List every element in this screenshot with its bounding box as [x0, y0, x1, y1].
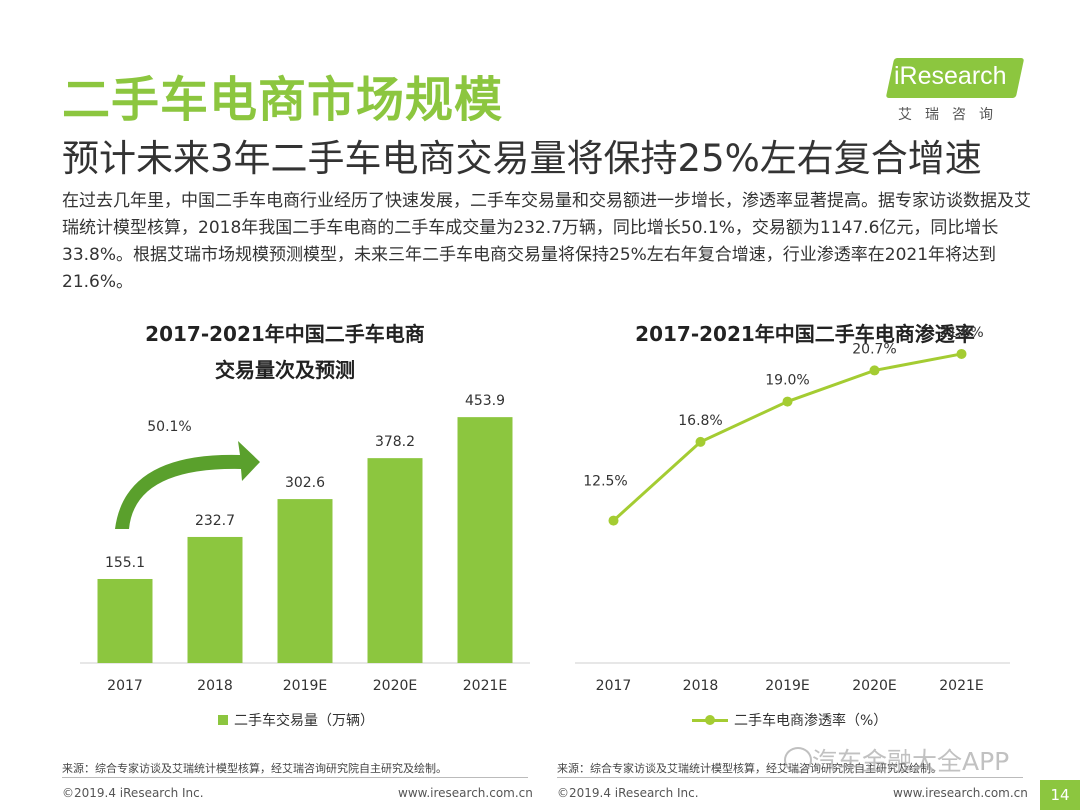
- bar-2020E: [367, 458, 423, 663]
- growth-arrow-icon: [115, 440, 260, 529]
- line-value-label: 20.7%: [852, 341, 896, 357]
- bar-tick-label: 2019E: [283, 678, 327, 694]
- bar-value-label: 378.2: [375, 434, 415, 450]
- bar-2018: [187, 536, 243, 663]
- line-chart: 12.5% 2017 16.8% 2018 19.0% 2019E 20.7% 2020E 21…: [575, 325, 1010, 694]
- page-subtitle: 预计未来3年二手车电商交易量将保持25%左右复合增速: [62, 137, 982, 180]
- divider-right: [557, 777, 1023, 778]
- line-value-label: 21.6%: [939, 325, 983, 341]
- bar-2021E: [457, 417, 513, 663]
- line-legend: 二手车电商渗透率（%）: [692, 710, 887, 730]
- line-tick-label: 2021E: [939, 678, 983, 694]
- wechat-icon: [784, 747, 812, 773]
- line-chart-title: 2017-2021年中国二手车电商渗透率: [635, 322, 975, 346]
- line-point-2018: [695, 436, 706, 447]
- line-tick-label: 2017: [596, 678, 632, 694]
- bar-chart-title-line2: 交易量次及预测: [215, 358, 355, 382]
- source-note-right: 来源：综合专家访谈及艾瑞统计模型核算，经艾瑞咨询研究院自主研究及绘制。: [557, 762, 942, 775]
- divider-left: [62, 777, 528, 778]
- line-point-2021E: [956, 348, 967, 359]
- copyright-right: ©2019.4 iResearch Inc.: [557, 786, 699, 800]
- bar-legend-swatch: [218, 715, 228, 725]
- bar-value-label: 232.7: [195, 513, 235, 529]
- line-point-2017: [608, 515, 619, 526]
- growth-annotation: 50.1%: [147, 419, 191, 435]
- line-tick-label: 2019E: [765, 678, 809, 694]
- iresearch-logo: iResearch 艾瑞咨询: [885, 58, 1030, 128]
- bar-value-label: 302.6: [285, 475, 325, 491]
- bar-tick-label: 2020E: [373, 678, 417, 694]
- bar-legend: 二手车交易量（万辆）: [218, 710, 374, 730]
- copyright-left: ©2019.4 iResearch Inc.: [62, 786, 204, 800]
- line-tick-label: 2020E: [852, 678, 896, 694]
- line-tick-label: 2018: [683, 678, 719, 694]
- line-value-label: 12.5%: [583, 474, 627, 490]
- logo-word: iResearch: [894, 62, 1007, 90]
- page-number: 14: [1040, 780, 1080, 810]
- line-point-2019E: [782, 396, 793, 407]
- bar-tick-label: 2017: [107, 678, 143, 694]
- url-left: www.iresearch.com.cn: [398, 786, 533, 800]
- line-point-2020E: [869, 365, 880, 376]
- logo-subtitle: 艾瑞咨询: [898, 107, 1006, 123]
- bar-value-label: 453.9: [465, 393, 505, 409]
- bar-value-label: 155.1: [105, 555, 145, 571]
- bar-2017: [97, 578, 153, 663]
- page-title: 二手车电商市场规模: [62, 72, 504, 128]
- summary-paragraph: 在过去几年里，中国二手车电商行业经历了快速发展，二手车交易量和交易额进一步增长，…: [62, 191, 1031, 292]
- url-right: www.iresearch.com.cn: [893, 786, 1028, 800]
- line-value-label: 16.8%: [678, 413, 722, 429]
- bar-chart-title-line1: 2017-2021年中国二手车电商: [145, 322, 425, 346]
- bar-tick-label: 2018: [197, 678, 233, 694]
- source-note-left: 来源：综合专家访谈及艾瑞统计模型核算，经艾瑞咨询研究院自主研究及绘制。: [62, 762, 447, 775]
- bar-legend-label: 二手车交易量（万辆）: [234, 713, 374, 729]
- line-legend-marker: [692, 715, 728, 725]
- line-legend-label: 二手车电商渗透率（%）: [734, 713, 888, 729]
- watermark-text: 汽车金融大全APP: [812, 747, 1010, 776]
- bar-2019E: [277, 499, 333, 663]
- line-value-label: 19.0%: [765, 373, 809, 389]
- bar-tick-label: 2021E: [463, 678, 507, 694]
- bar-chart: 155.1 2017 232.7 2018 302.6 2019E 378.2 2020E 45…: [80, 393, 530, 694]
